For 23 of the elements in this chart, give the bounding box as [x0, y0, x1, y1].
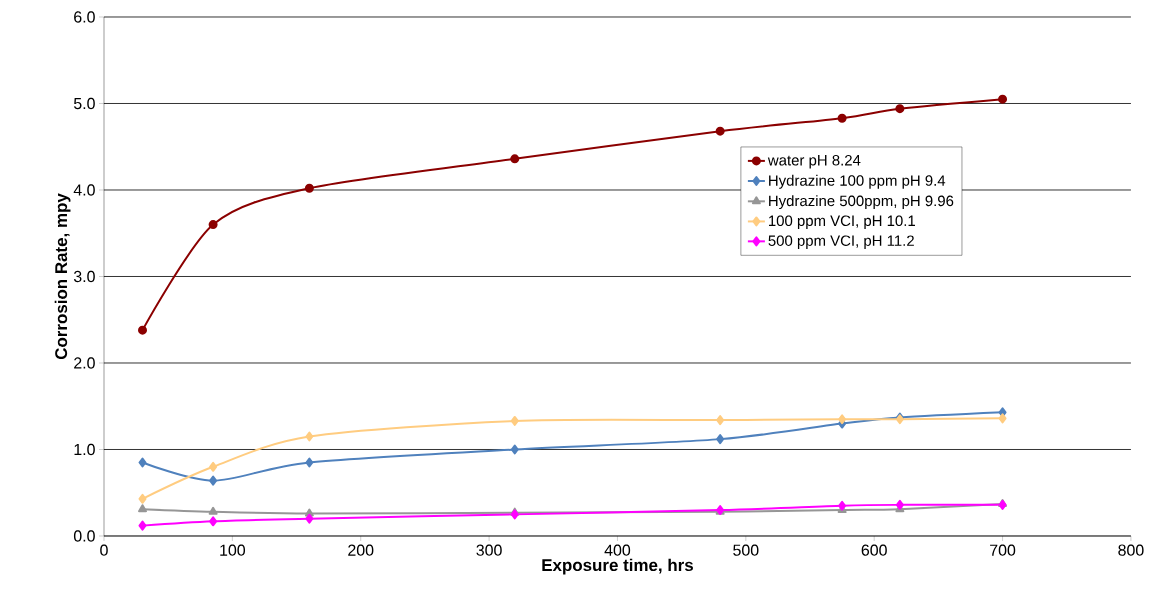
legend-label: Hydrazine 100 ppm pH 9.4 — [769, 174, 946, 189]
y-tick-label: 2.0 — [74, 357, 95, 369]
y-tick-label: 3.0 — [73, 270, 95, 283]
y-tick-label: 5.0 — [73, 97, 95, 110]
x-tick-label: 500 — [733, 544, 759, 556]
x-tick-label: 800 — [1118, 544, 1144, 556]
y-tick-label: 6.0 — [74, 11, 95, 23]
legend-label: Hydrazine 500ppm, pH 9.96 — [769, 195, 954, 210]
x-tick-label: 200 — [348, 544, 374, 556]
x-tick-label: 100 — [220, 544, 246, 556]
x-axis-title: Exposure time, hrs — [542, 558, 693, 575]
legend-label: 100 ppm VCI, pH 10.1 — [769, 215, 915, 229]
x-tick-label: 300 — [476, 544, 502, 556]
x-tick-label: 600 — [861, 544, 887, 556]
y-axis-title: Corrosion Rate, mpy — [54, 193, 71, 360]
y-tick-label: 0.0 — [73, 530, 95, 542]
legend-label: water pH 8.24 — [767, 154, 861, 169]
y-tick-label: 1.0 — [74, 443, 95, 456]
y-tick-label: 4.0 — [73, 184, 95, 196]
x-tick-label: 400 — [604, 544, 631, 556]
legend-label: 500 ppm VCI, pH 11.2 — [768, 235, 914, 249]
x-tick-label: 0 — [100, 544, 108, 556]
x-tick-label: 700 — [990, 544, 1016, 556]
